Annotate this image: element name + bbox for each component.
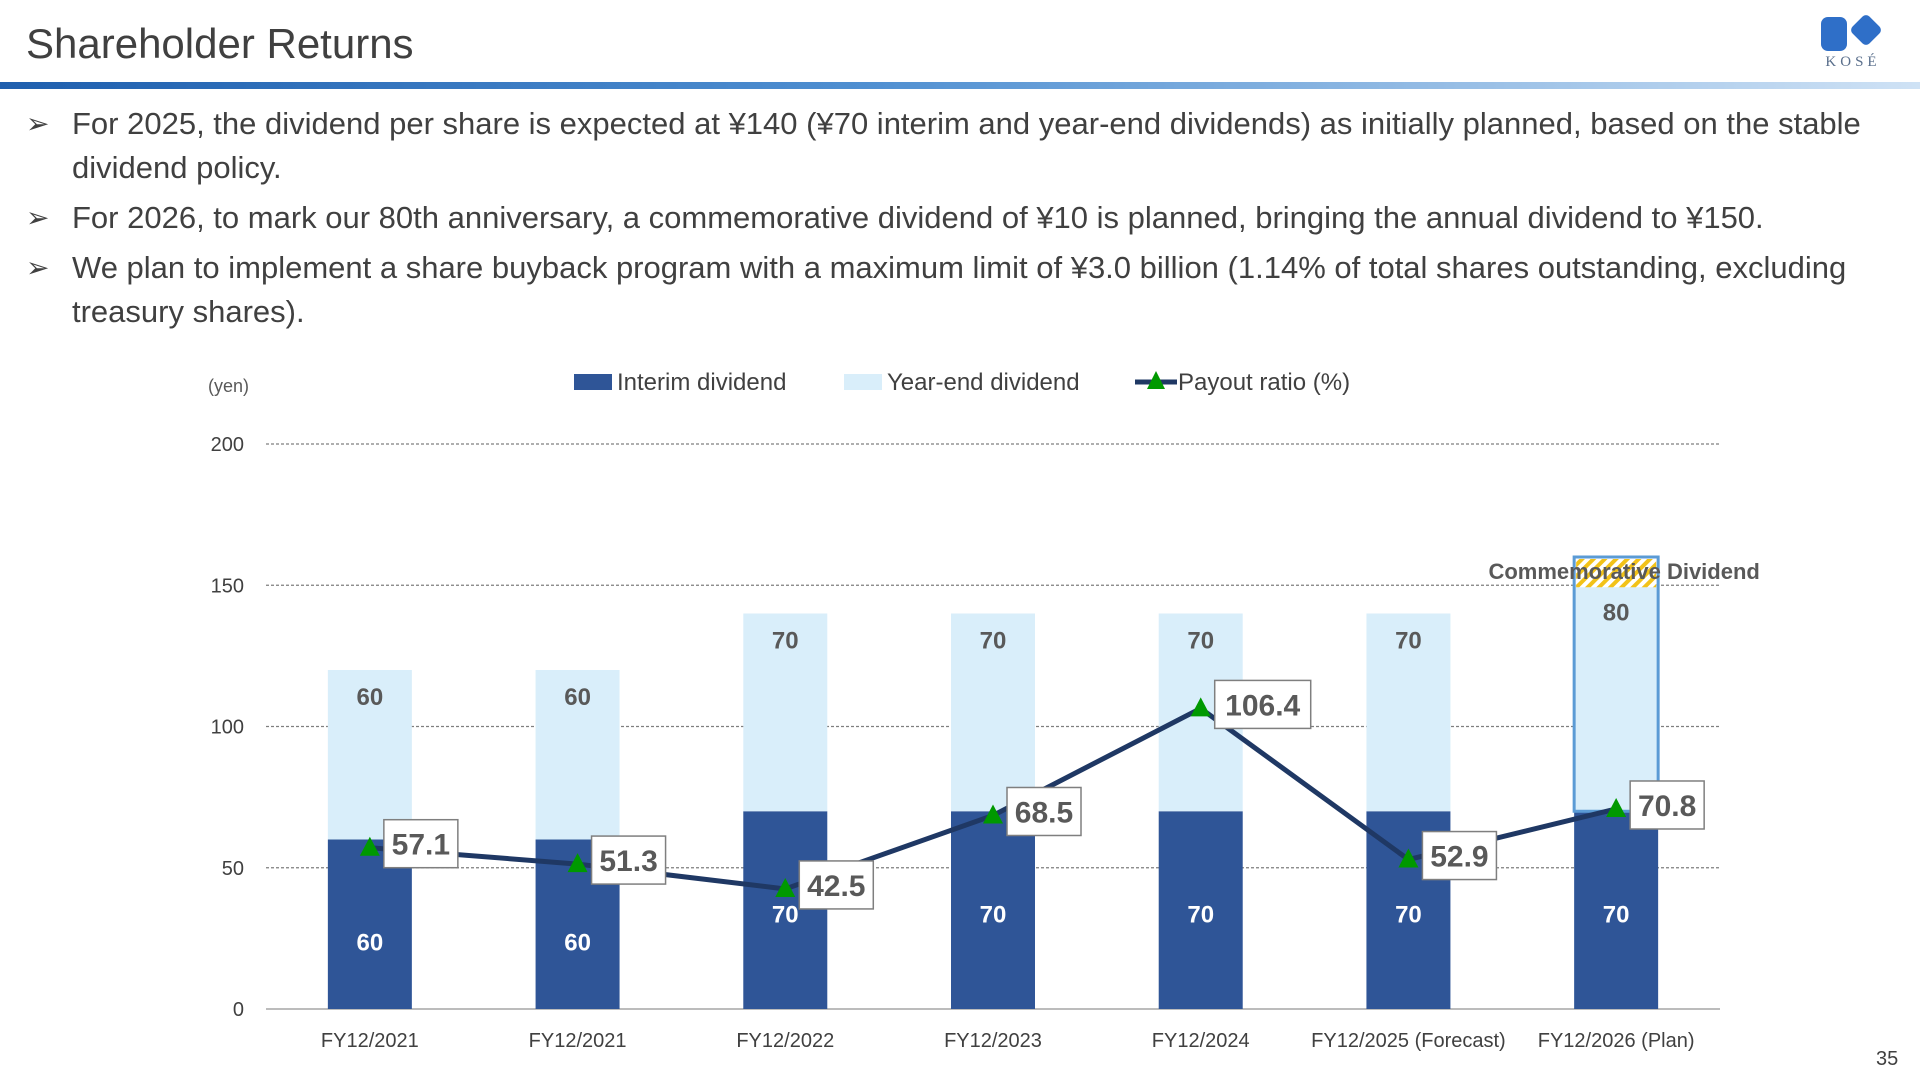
payout-ratio-marker <box>1606 797 1627 817</box>
bullet-dividend-2025: ➢ For 2025, the dividend per share is ex… <box>26 102 1906 190</box>
bar-year-end-dividend <box>951 613 1035 812</box>
bar-interim-dividend <box>743 811 828 1009</box>
bar-interim-dividend <box>1574 811 1659 1009</box>
payout-ratio-label-box <box>1213 679 1312 730</box>
y-tick-label: 0 <box>233 999 244 1021</box>
x-tick-label: FY12/2024 <box>1152 1030 1250 1052</box>
payout-ratio-label: 42.5 <box>807 870 865 903</box>
legend-swatch <box>574 374 612 390</box>
payout-ratio-label-box <box>1629 780 1705 830</box>
x-tick-label: FY12/2021 <box>321 1030 419 1052</box>
payout-ratio-label: 70.8 <box>1638 790 1696 823</box>
y-axis-unit-label: (yen) <box>208 376 249 396</box>
logo-wordmark: KOSÉ <box>1825 54 1881 70</box>
bullet-dividend-2026: ➢ For 2026, to mark our 80th anniversary… <box>26 196 1906 240</box>
data-label-year-end: 70 <box>1395 628 1422 655</box>
kose-logo: KOSÉ <box>1818 14 1888 76</box>
data-label-interim: 70 <box>1187 901 1214 928</box>
data-label-interim: 60 <box>357 930 384 957</box>
x-tick-label: FY12/2025 (Forecast) <box>1311 1030 1506 1052</box>
payout-ratio-label-box <box>798 860 875 910</box>
bar-year-end-dividend <box>535 670 620 840</box>
payout-ratio-label: 52.9 <box>1430 841 1488 874</box>
bar-interim-dividend <box>1158 811 1243 1009</box>
bullet-arrow-icon: ➢ <box>26 108 50 139</box>
data-label-year-end: 70 <box>1187 628 1214 655</box>
legend-swatch <box>844 374 882 390</box>
data-label-year-end: 80 <box>1603 599 1630 626</box>
data-label-year-end: 60 <box>357 684 384 711</box>
payout-ratio-label: 106.4 <box>1225 689 1300 722</box>
bar-year-end-dividend <box>743 613 828 812</box>
x-tick-label: FY12/2023 <box>944 1030 1042 1052</box>
data-label-interim: 70 <box>980 901 1007 928</box>
bar-interim-dividend <box>951 811 1035 1009</box>
data-label-year-end: 70 <box>772 628 799 655</box>
bullet-text: We plan to implement a share buyback pro… <box>72 250 1847 329</box>
y-tick-label: 50 <box>222 858 244 880</box>
legend-marker <box>1147 371 1165 389</box>
bullet-arrow-icon: ➢ <box>26 202 50 233</box>
payout-ratio-marker <box>359 836 380 856</box>
payout-ratio-label-box <box>383 818 459 869</box>
bar-year-end-dividend <box>1366 613 1451 812</box>
bullet-list: ➢ For 2025, the dividend per share is ex… <box>26 102 1906 340</box>
legend-label: Interim dividend <box>617 369 786 396</box>
title-underline <box>0 82 1920 89</box>
kose-logo-mark <box>1821 15 1881 51</box>
payout-ratio-marker <box>567 853 588 873</box>
bar-commemorative-dividend <box>1576 559 1657 588</box>
payout-ratio-marker <box>1190 697 1211 717</box>
x-tick-label: FY12/2026 (Plan) <box>1538 1030 1695 1052</box>
payout-ratio-label-box <box>1421 830 1498 881</box>
bullet-text: For 2025, the dividend per share is expe… <box>72 106 1861 185</box>
data-label-interim: 60 <box>564 930 591 957</box>
y-tick-label: 150 <box>211 575 244 597</box>
bar-year-end-dividend <box>327 670 412 840</box>
bullet-share-buyback: ➢ We plan to implement a share buyback p… <box>26 246 1906 334</box>
payout-ratio-label: 57.1 <box>392 829 450 862</box>
data-label-interim: 70 <box>1395 901 1422 928</box>
data-label-interim: 70 <box>772 901 799 928</box>
bar-year-end-dividend <box>1574 585 1659 812</box>
data-label-year-end: 70 <box>980 628 1007 655</box>
y-tick-label: 200 <box>211 434 244 456</box>
payout-ratio-label-box <box>1006 786 1082 837</box>
bullet-arrow-icon: ➢ <box>26 252 50 283</box>
payout-ratio-marker <box>1398 848 1419 868</box>
bullet-text: For 2026, to mark our 80th anniversary, … <box>72 200 1764 235</box>
payout-ratio-label: 51.3 <box>599 845 657 878</box>
page-number: 35 <box>1876 1048 1899 1070</box>
payout-ratio-label-box <box>590 835 667 885</box>
data-label-year-end: 60 <box>564 684 591 711</box>
legend-label: Year-end dividend <box>887 369 1080 396</box>
payout-ratio-marker <box>775 877 796 897</box>
x-tick-label: FY12/2021 <box>529 1030 627 1052</box>
y-tick-label: 100 <box>211 717 244 739</box>
x-tick-label: FY12/2022 <box>736 1030 834 1052</box>
payout-ratio-marker <box>983 804 1003 824</box>
slide-title: Shareholder Returns <box>26 20 414 67</box>
payout-ratio-label: 68.5 <box>1015 796 1073 829</box>
commemorative-dividend-label: Commemorative Dividend <box>1488 559 1759 584</box>
data-label-interim: 70 <box>1603 901 1630 928</box>
legend-label: Payout ratio (%) <box>1178 369 1350 396</box>
